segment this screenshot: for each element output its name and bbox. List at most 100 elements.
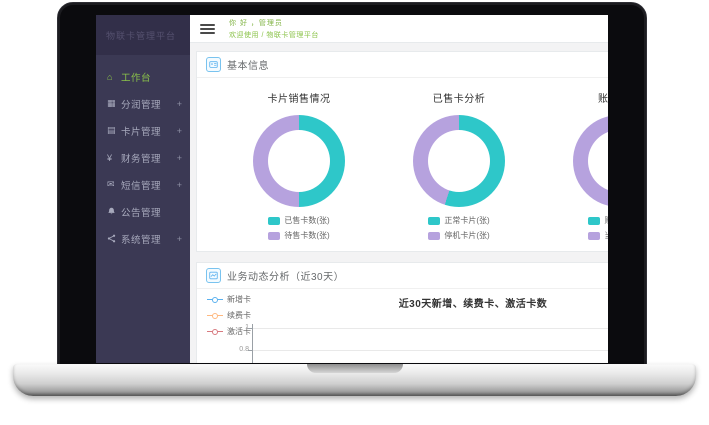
card-icon: ▤ <box>107 125 116 135</box>
line-chart-title: 近30天新增、续费卡、激活卡数 <box>398 299 548 310</box>
line-chart-icon <box>206 268 221 283</box>
y-axis-tickmark <box>248 328 252 329</box>
laptop-base <box>13 364 696 396</box>
chart-account-info: 账户信息 账户余额(元) <box>539 84 608 241</box>
envelope-icon: ✉ <box>107 179 115 189</box>
legend-item[interactable]: 账户余额(元) <box>588 215 608 226</box>
app-logo: 物联卡管理平台 <box>96 15 190 55</box>
legend-item[interactable]: 新增卡 <box>207 294 251 305</box>
sidebar-item-profit[interactable]: ▦ 分润管理 + <box>96 90 190 117</box>
expand-plus-icon: + <box>176 179 182 190</box>
chart-title: 账户信息 <box>598 94 608 105</box>
greeting-line2: 欢迎使用 / 物联卡管理平台 <box>229 31 319 39</box>
line-chart-legend: 新增卡 续费卡 激活卡 <box>207 294 251 337</box>
legend-label: 账户余额(元) <box>604 215 608 226</box>
card-title: 基本信息 <box>227 61 269 72</box>
trend-card: 业务动态分析（近30天） 新增卡 <box>196 262 608 363</box>
legend-item[interactable]: 已售卡数(张) <box>268 215 330 226</box>
y-axis-tickmark <box>248 350 252 351</box>
laptop-notch <box>306 364 403 373</box>
chart-legend: 已售卡数(张) 待售卡数(张) <box>268 215 330 241</box>
basic-info-card-header: 基本信息 <box>197 52 608 78</box>
expand-plus-icon: + <box>176 98 182 109</box>
legend-label: 已售卡数(张) <box>284 216 330 225</box>
y-axis-tick: 1 <box>235 324 249 331</box>
legend-item[interactable]: 正常卡片(张) <box>428 215 490 226</box>
gridline <box>253 350 608 351</box>
donut-chart-sold-analysis <box>413 115 505 207</box>
legend-item[interactable]: 待售卡数(张) <box>268 230 330 241</box>
line-legend-marker <box>207 312 223 319</box>
donut-chart-card-sales <box>253 115 345 207</box>
legend-label: 停机卡片(张) <box>444 231 490 240</box>
dashboard-content: 基本信息 卡片销售情况 已售卡数(张) <box>190 43 608 363</box>
chart-legend: 正常卡片(张) 停机卡片(张) <box>428 215 490 241</box>
expand-plus-icon: + <box>176 152 182 163</box>
basic-info-card: 基本信息 卡片销售情况 已售卡数(张) <box>196 51 608 252</box>
legend-label: 续费卡 <box>227 311 251 320</box>
home-icon: ⌂ <box>107 71 113 82</box>
legend-swatch <box>268 231 281 240</box>
chart-legend: 账户余额(元) 当月消费(元) <box>588 215 608 241</box>
sidebar-item-label: 卡片管理 <box>121 126 162 138</box>
donut-charts-row: 卡片销售情况 已售卡数(张) <box>197 78 608 251</box>
topbar: 你 好 ，管理员 欢迎使用 / 物联卡管理平台 <box>190 15 608 43</box>
line-legend-marker <box>207 296 223 303</box>
sidebar-item-label: 财务管理 <box>121 153 162 165</box>
donut-chart-account-info <box>573 115 608 207</box>
y-axis-line <box>252 324 253 363</box>
sidebar-item-system[interactable]: 系统管理 + <box>96 225 190 252</box>
legend-label: 激活卡 <box>227 327 251 336</box>
laptop-screen: 物联卡管理平台 ⌂ 工作台 ▦ 分润管理 + ▤ <box>57 2 647 368</box>
sidebar-item-finance[interactable]: ¥ 财务管理 + <box>96 144 190 171</box>
chart-title: 卡片销售情况 <box>267 94 331 105</box>
legend-label: 新增卡 <box>227 295 251 304</box>
legend-swatch <box>428 231 441 240</box>
legend-swatch <box>588 216 601 225</box>
sidebar: 物联卡管理平台 ⌂ 工作台 ▦ 分润管理 + ▤ <box>96 15 190 363</box>
legend-swatch <box>588 231 601 240</box>
legend-label: 当月消费(元) <box>604 230 608 241</box>
greeting-line1: 你 好 ，管理员 <box>229 19 283 27</box>
card-title: 业务动态分析（近30天） <box>227 272 345 283</box>
sidebar-item-notice[interactable]: 公告管理 <box>96 198 190 225</box>
yen-icon: ¥ <box>107 152 113 163</box>
line-legend-marker <box>207 328 223 335</box>
legend-label: 待售卡数(张) <box>284 231 330 240</box>
app-viewport: 物联卡管理平台 ⌂ 工作台 ▦ 分润管理 + ▤ <box>96 15 608 363</box>
chart-sold-analysis: 已售卡分析 正常卡片(张) <box>379 84 539 241</box>
sidebar-item-label: 工作台 <box>121 72 152 84</box>
legend-swatch <box>268 216 281 225</box>
sidebar-item-label: 公告管理 <box>121 207 162 219</box>
sidebar-item-sms[interactable]: ✉ 短信管理 + <box>96 171 190 198</box>
chart-card-sales: 卡片销售情况 已售卡数(张) <box>219 84 379 241</box>
chart-title: 已售卡分析 <box>432 94 486 105</box>
y-axis-tick: 0.8 <box>239 346 249 353</box>
menu-toggle-button[interactable] <box>200 23 215 34</box>
sidebar-item-label: 系统管理 <box>121 234 162 246</box>
legend-item[interactable]: 当月消费(元) <box>588 230 608 241</box>
main-area: 你 好 ，管理员 欢迎使用 / 物联卡管理平台 <box>190 15 608 363</box>
legend-item[interactable]: 续费卡 <box>207 310 251 321</box>
legend-swatch <box>428 216 441 225</box>
sidebar-item-card[interactable]: ▤ 卡片管理 + <box>96 117 190 144</box>
bell-icon <box>107 207 121 216</box>
legend-item[interactable]: 激活卡 <box>207 326 251 337</box>
expand-plus-icon: + <box>176 233 182 244</box>
line-chart-plot: 1 0.8 <box>197 322 608 363</box>
legend-item[interactable]: 停机卡片(张) <box>428 230 490 241</box>
share-nodes-icon <box>107 234 121 243</box>
line-chart-body: 新增卡 续费卡 激活卡 <box>197 289 608 363</box>
greeting-block: 你 好 ，管理员 欢迎使用 / 物联卡管理平台 <box>229 18 319 40</box>
expand-plus-icon: + <box>176 125 182 136</box>
sidebar-item-label: 短信管理 <box>121 180 162 192</box>
sidebar-menu: ⌂ 工作台 ▦ 分润管理 + ▤ 卡片管理 + <box>96 55 190 252</box>
legend-label: 正常卡片(张) <box>444 216 490 225</box>
sidebar-item-workbench[interactable]: ⌂ 工作台 <box>96 63 190 90</box>
gridline <box>253 328 608 329</box>
grid-icon: ▦ <box>107 98 116 108</box>
trend-card-header: 业务动态分析（近30天） <box>197 263 608 289</box>
id-card-icon <box>206 57 221 72</box>
sidebar-item-label: 分润管理 <box>121 99 162 111</box>
